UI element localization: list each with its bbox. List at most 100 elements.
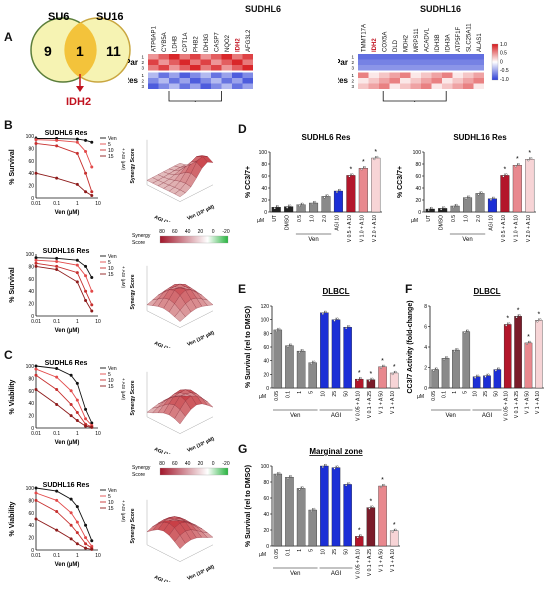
x-tick: 10 (320, 391, 326, 397)
heatmap-cell (232, 65, 243, 71)
series-line (35, 365, 93, 424)
heatmap-cell (232, 72, 243, 78)
series-point (75, 381, 79, 385)
surface-floor (146, 416, 214, 434)
bar-chart-d2: SUDHL16 Res 0 20 40 60 80 100 % CC3/7+ UT DMSO 0.5… (397, 133, 536, 243)
series-point (34, 171, 38, 175)
chart-title: DLBCL (322, 287, 349, 296)
bar (308, 509, 317, 547)
data-point (326, 194, 329, 197)
heatmap-cell (169, 72, 180, 78)
panel-label-e: E (238, 282, 247, 296)
bar (273, 473, 283, 547)
y-tick: 60 (28, 159, 34, 165)
x-tick: V 1 + A 10 (535, 391, 541, 414)
data-point (278, 471, 281, 475)
data-point (487, 373, 490, 376)
heatmap-cell (400, 78, 411, 84)
bar (378, 485, 387, 547)
heatmap-cell (473, 54, 484, 60)
y-tick: 100 (259, 150, 268, 156)
x-tick: 5 (462, 391, 468, 394)
data-point (518, 314, 521, 317)
data-point (298, 351, 301, 354)
synergy-surface-3: AGI (10² µM) Ven (10² µM) Synergy Score (130, 371, 216, 454)
heatmap-cell (431, 65, 442, 71)
heatmap-cell (421, 72, 432, 78)
gene-label: NQO2 (225, 34, 231, 52)
heatmap-cell (473, 59, 484, 65)
data-point (432, 369, 435, 372)
y-label: % Survival (rel to DMSO) (245, 306, 252, 388)
series-point (84, 424, 88, 428)
color-scale-tick: 0.5 (500, 51, 507, 57)
heatmap-cell (242, 83, 253, 89)
legend-entry: Ven (108, 254, 117, 260)
heatmap-cell (410, 78, 421, 84)
heatmap-cell (232, 83, 243, 89)
legend-entry: 5 (108, 142, 111, 148)
y-tick: 20 (261, 198, 267, 204)
group-label: Ven (308, 237, 318, 243)
legend-entry: 15 (108, 506, 114, 512)
venn-right-label: SU16 (96, 11, 124, 23)
heatmap-cell (148, 78, 159, 84)
y-tick: 20 (28, 536, 34, 542)
significance-star: * (537, 311, 540, 318)
heatmap-cell (358, 54, 369, 60)
heatmap-cell (200, 54, 211, 60)
dose-response-b1: SUDHL6 Res 0 20 40 60 80 100 0.01 0.1 1 10 Ven (µM)… (9, 130, 126, 216)
legend-entry: 10 (108, 266, 114, 272)
significance-star: * (374, 149, 377, 156)
heatmap-cell (442, 78, 453, 84)
surface-floor (146, 544, 214, 562)
series-point (55, 259, 59, 263)
bar (343, 484, 352, 547)
legend-tick: 60 (172, 461, 178, 467)
data-point (505, 324, 508, 327)
y-tick: 20 (263, 528, 269, 534)
data-point (286, 345, 290, 348)
legend-entry: 10 (108, 148, 114, 154)
heatmap-cell (169, 54, 180, 60)
y-tick: 40 (263, 359, 269, 365)
y-tick: 60 (28, 389, 34, 395)
unit-label: µM (259, 394, 266, 400)
heatmap-cell (242, 59, 253, 65)
venn-left-count: 9 (44, 43, 52, 59)
y-tick: 100 (261, 464, 270, 470)
y-tick: 20 (263, 372, 269, 378)
data-point (382, 483, 386, 487)
heatmap-cell (190, 78, 201, 84)
x-tick: 0.01 (31, 319, 41, 325)
significance-star: * (358, 370, 361, 377)
legend-note: + AGI (µM) (121, 378, 126, 400)
heatmap-cell (148, 54, 159, 60)
data-point (489, 198, 492, 201)
gene-label: DLD (393, 39, 399, 52)
heatmap-cell (200, 78, 211, 84)
data-point (480, 191, 483, 194)
x-tick: AGI 10 (334, 215, 340, 231)
data-point (336, 317, 339, 320)
bar (331, 319, 341, 389)
chart-title: DLBCL (473, 287, 500, 296)
data-point (311, 202, 314, 206)
heatmap-cell (211, 65, 222, 71)
bar (285, 477, 294, 547)
x-tick: 0.1 (285, 549, 291, 556)
chart-title: SUDHL16 Res (43, 482, 90, 489)
unit-label: µM (411, 218, 418, 224)
data-point (391, 372, 394, 376)
heatmap-cell (379, 72, 390, 78)
data-point (477, 193, 480, 196)
legend-title: Synergy (132, 233, 151, 239)
heatmap-cell (148, 59, 159, 65)
venn-overlap (64, 22, 97, 78)
data-point (338, 188, 341, 192)
heatmap-cell (358, 83, 369, 89)
series-point (75, 271, 79, 275)
gene-label: ATP6AP1 (151, 25, 157, 52)
series-point (55, 144, 59, 148)
group-label: Ven (462, 237, 472, 243)
